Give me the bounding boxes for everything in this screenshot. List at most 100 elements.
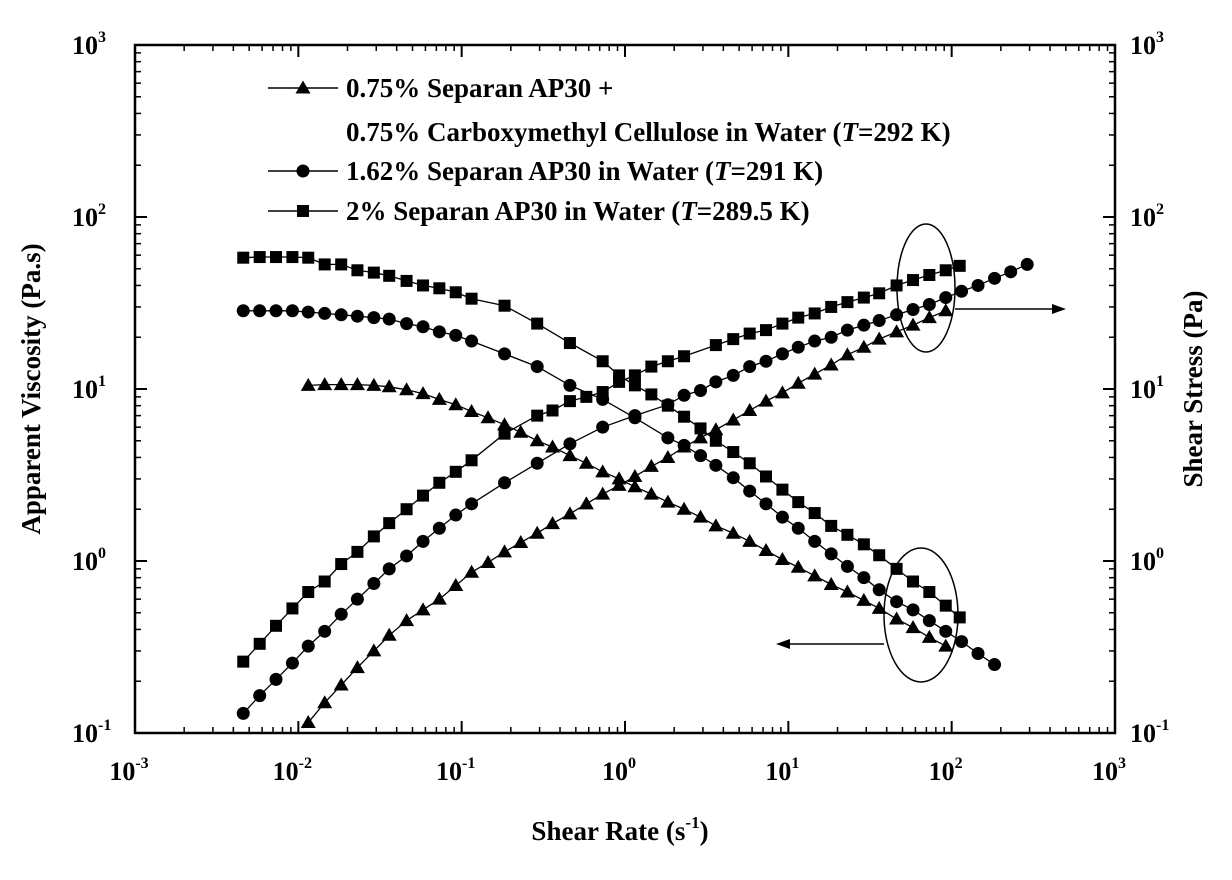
data-point-triangle	[431, 591, 447, 605]
data-point-triangle	[399, 382, 415, 396]
data-point-circle	[775, 347, 789, 361]
data-point-triangle	[399, 613, 415, 627]
data-point-circle	[939, 624, 953, 638]
data-point-square	[400, 274, 413, 287]
data-point-circle	[694, 384, 708, 398]
data-point-triangle	[349, 377, 365, 391]
data-point-triangle	[529, 525, 545, 539]
data-point-square	[760, 324, 773, 337]
data-point-square	[351, 545, 364, 558]
data-point-square	[318, 575, 331, 588]
data-point-circle	[367, 576, 381, 590]
data-point-square	[645, 388, 658, 401]
data-point-circle	[563, 378, 577, 392]
data-point-circle	[530, 360, 544, 374]
y-right-tick-label: 100	[1130, 545, 1164, 576]
data-point-triangle	[513, 535, 529, 549]
data-point-square	[351, 264, 364, 277]
data-point-circle	[1020, 257, 1034, 271]
data-point-triangle	[578, 496, 594, 510]
data-point-square	[873, 287, 886, 300]
data-point-square	[727, 333, 740, 346]
y-axis-left-title: Apparent Viscosity (Pa.s)	[16, 243, 46, 534]
data-point-square	[678, 410, 691, 423]
data-point-triangle	[823, 357, 839, 371]
data-point-square	[613, 375, 626, 388]
data-point-circle	[285, 304, 299, 318]
data-point-triangle	[627, 479, 643, 493]
data-point-triangle	[938, 638, 954, 652]
data-point-circle	[350, 592, 364, 606]
data-point-circle	[628, 409, 642, 423]
data-point-circle	[709, 458, 723, 472]
data-point-triangle	[839, 584, 855, 598]
data-point-triangle	[595, 464, 611, 478]
data-point-triangle	[921, 310, 937, 324]
shear-stress-ellipse	[896, 223, 956, 353]
data-point-triangle	[448, 397, 464, 411]
data-point-circle	[269, 672, 283, 686]
data-point-square	[857, 291, 870, 304]
data-point-square	[661, 355, 674, 368]
data-point-square	[709, 339, 722, 352]
data-point-square	[383, 269, 396, 282]
data-point-circle	[743, 360, 757, 374]
data-point-circle	[432, 325, 446, 339]
data-point-circle	[677, 388, 691, 402]
data-point-circle	[253, 304, 267, 318]
data-point-square	[449, 465, 462, 478]
data-point-triangle	[366, 643, 382, 657]
data-point-square	[367, 530, 380, 543]
y-right-tick-label: 10-1	[1130, 717, 1169, 748]
data-point-square	[939, 599, 952, 612]
data-point-circle	[872, 583, 886, 597]
data-point-circle	[872, 314, 886, 328]
data-point-square	[743, 457, 756, 470]
data-point-square	[400, 503, 413, 516]
data-point-square	[449, 286, 462, 299]
data-point-circle	[269, 304, 283, 318]
data-point-square	[563, 337, 576, 350]
data-point-triangle	[839, 347, 855, 361]
data-point-square	[841, 528, 854, 541]
data-point-circle	[301, 639, 315, 653]
data-point-square	[678, 350, 691, 363]
data-point-circle	[465, 497, 479, 511]
data-point-circle	[955, 635, 969, 649]
data-point-square	[302, 586, 315, 599]
data-point-circle	[382, 562, 396, 576]
data-point-circle	[726, 471, 740, 485]
data-point-circle	[498, 476, 512, 490]
data-point-triangle	[562, 448, 578, 462]
data-point-circle	[334, 607, 348, 621]
data-point-square	[841, 296, 854, 309]
data-point-square	[433, 282, 446, 295]
data-point-triangle	[562, 506, 578, 520]
data-point-square	[253, 251, 266, 264]
data-point-circle	[432, 521, 446, 535]
data-point-triangle	[643, 458, 659, 472]
data-point-square	[709, 434, 722, 447]
data-point-triangle	[693, 430, 709, 444]
data-point-circle	[759, 497, 773, 511]
legend-triangle-marker	[295, 80, 311, 94]
data-point-circle	[922, 297, 936, 311]
data-point-circle	[971, 646, 985, 660]
data-point-square	[286, 602, 299, 615]
data-point-square	[776, 483, 789, 496]
data-point-triangle	[921, 629, 937, 643]
data-point-square	[808, 307, 821, 320]
data-point-circle	[890, 595, 904, 609]
data-point-triangle	[317, 377, 333, 391]
data-point-circle	[416, 534, 430, 548]
data-point-square	[743, 327, 756, 340]
data-point-circle	[906, 603, 920, 617]
x-tick-label: 101	[765, 755, 799, 786]
data-point-square	[923, 586, 936, 599]
axis-ticks	[134, 44, 1116, 734]
data-point-circle	[775, 510, 789, 524]
data-point-triangle	[871, 331, 887, 345]
data-point-triangle	[381, 379, 397, 393]
data-point-circle	[824, 330, 838, 344]
